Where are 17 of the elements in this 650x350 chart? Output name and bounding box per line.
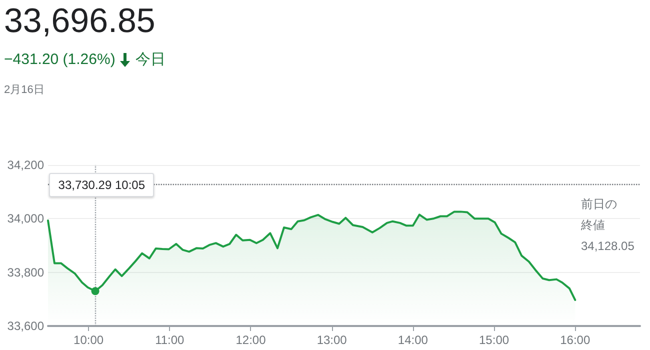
y-tick-label: 34,200 — [7, 158, 44, 172]
annotation: 33,730.29 10:05 — [49, 173, 154, 197]
x-tick-label: 11:00 — [155, 333, 185, 347]
x-tick-label: 12:00 — [236, 333, 266, 347]
y-tick-label: 34,000 — [7, 212, 44, 226]
text: 今日 — [135, 50, 166, 69]
chart-title: 33,696.85 — [4, 2, 156, 41]
y-tick-label: 33,600 — [7, 319, 44, 333]
x-tick-label: 10:00 — [74, 333, 104, 347]
x-tick-label: 16:00 — [560, 333, 590, 347]
ref-line-label: 前日の終値 34,128.05 — [580, 196, 635, 253]
y-tick-label: 33,800 — [7, 265, 44, 280]
text: 2月16日 — [4, 83, 44, 97]
x-tick-label: 15:00 — [479, 333, 510, 347]
chart-subtitle: −431.20 (1.26%) — [4, 51, 116, 68]
x-tick-label: 13:00 — [316, 333, 348, 347]
x-tick-label: 14:00 — [398, 333, 428, 347]
